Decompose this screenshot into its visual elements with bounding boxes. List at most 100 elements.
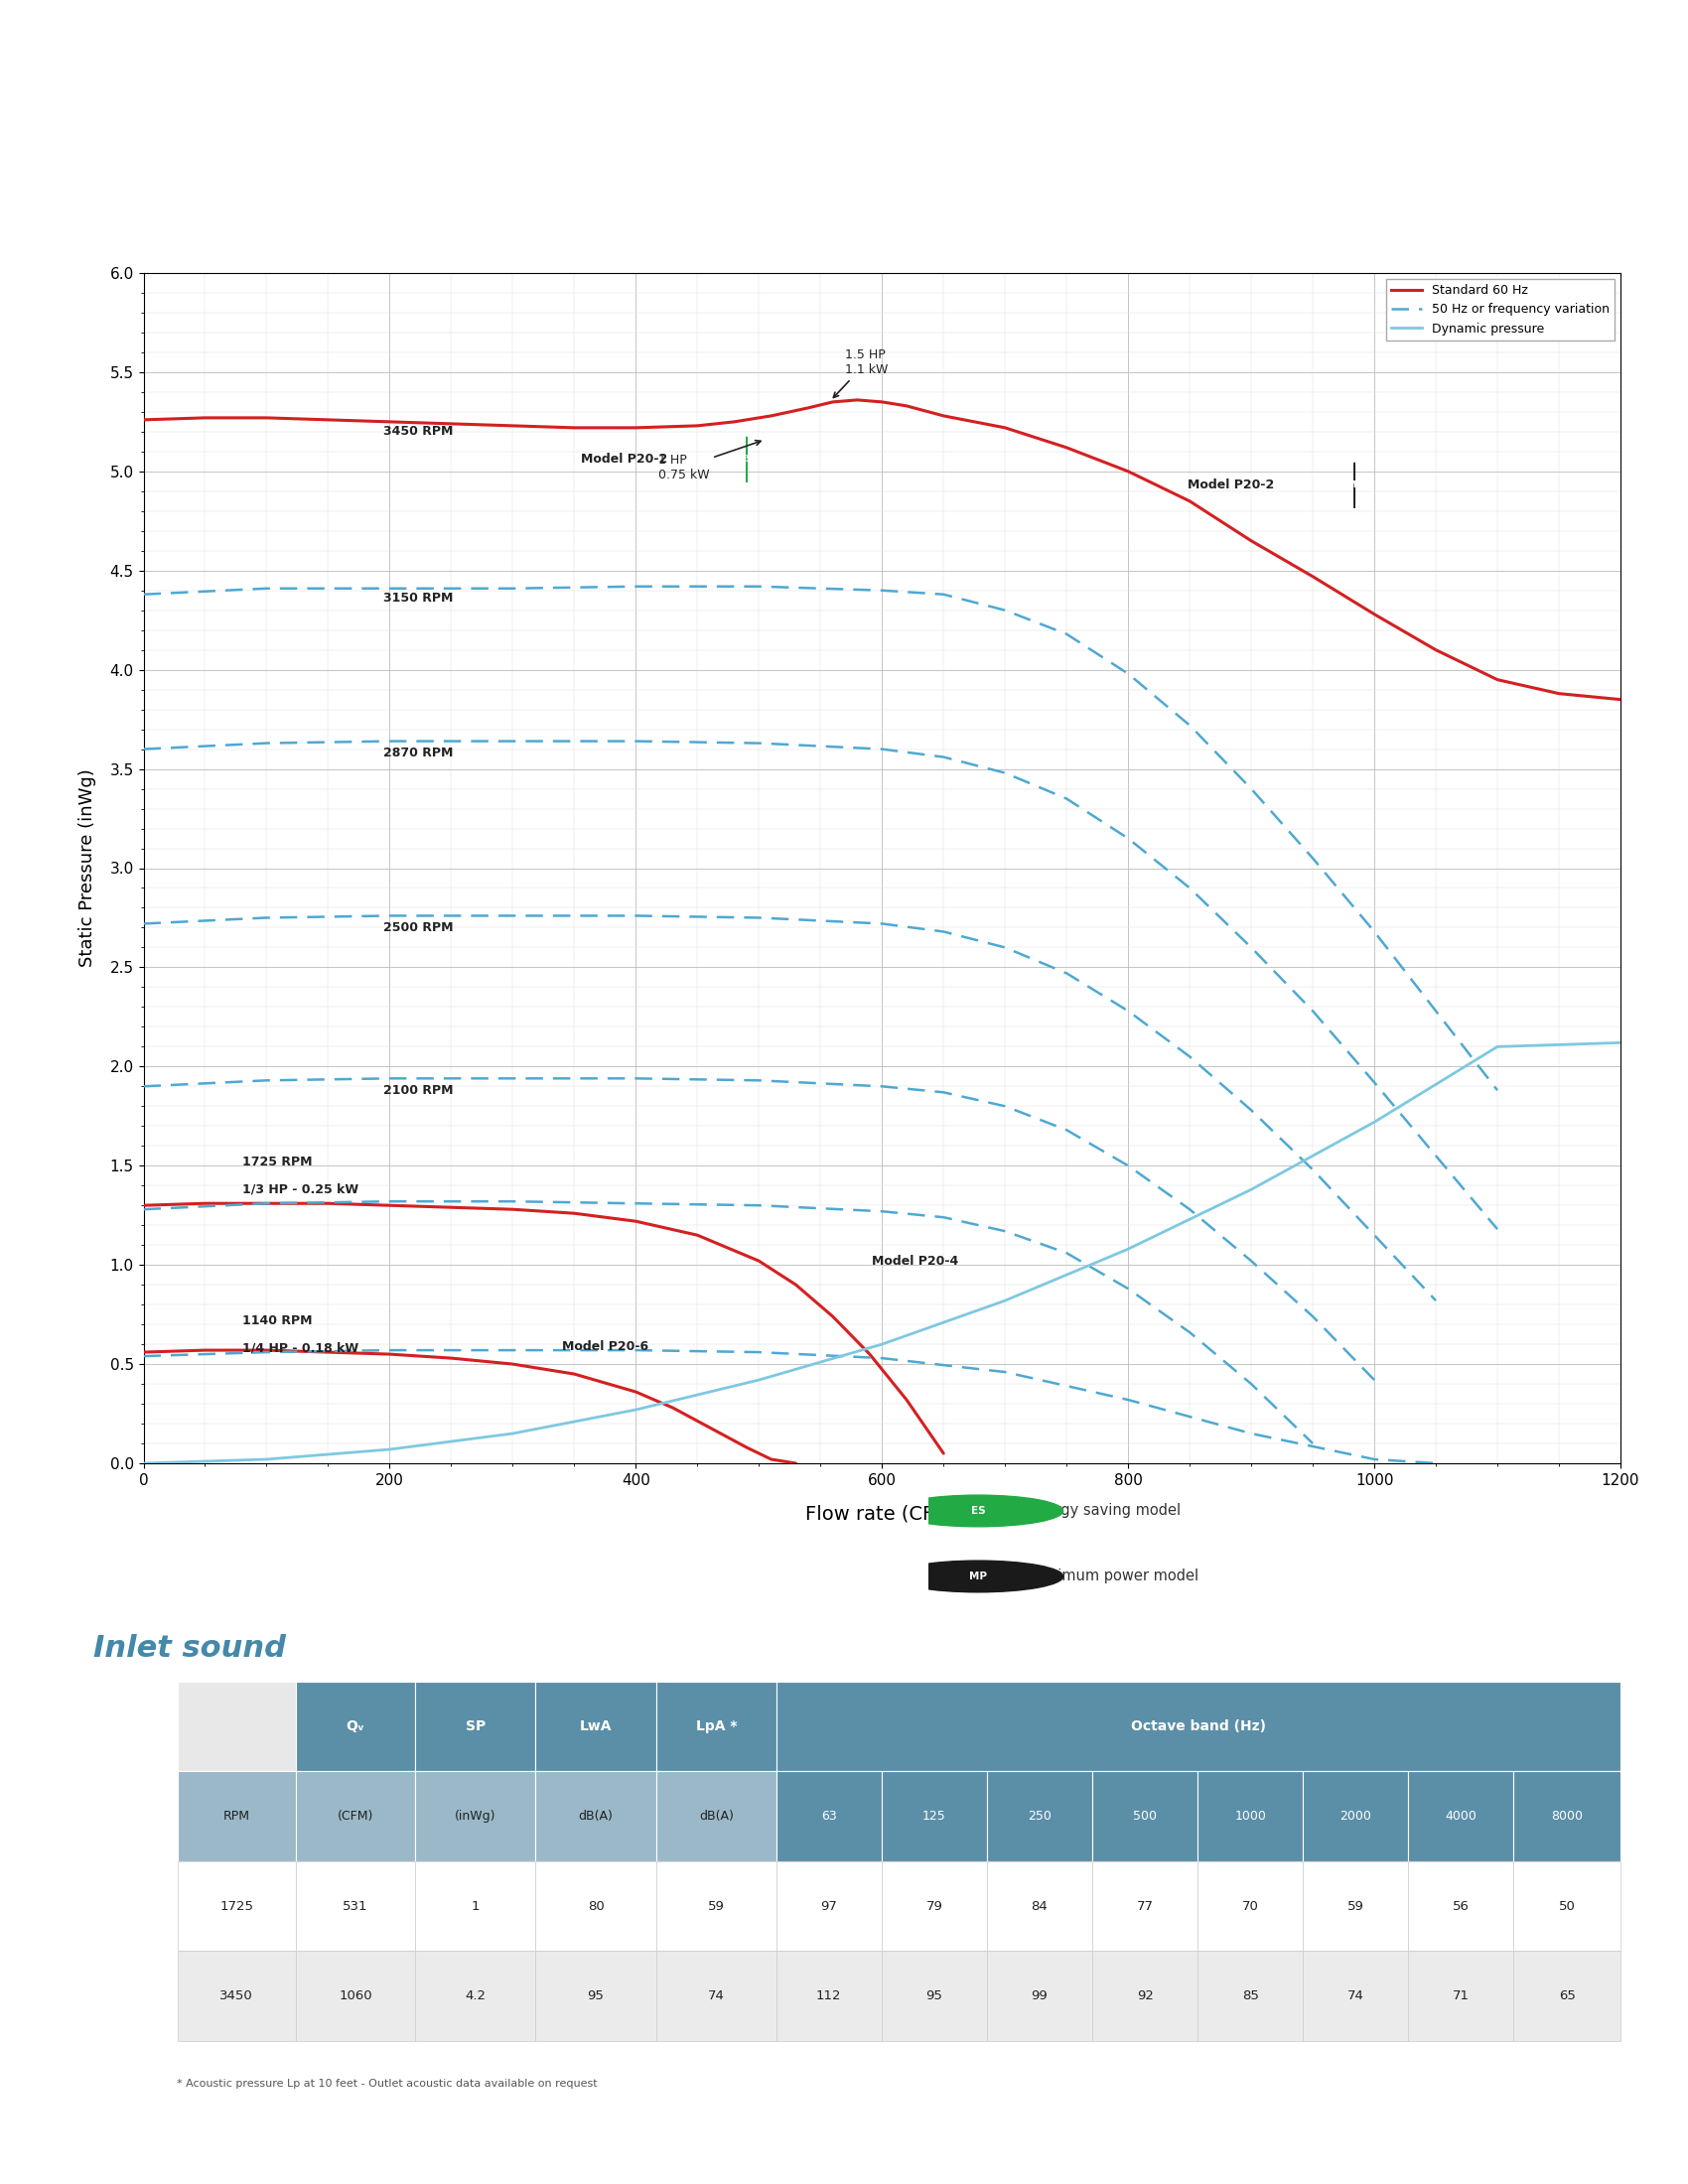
Text: 1.5 HP
1.1 kW: 1.5 HP 1.1 kW (834, 349, 888, 397)
Bar (415, 1682, 535, 1771)
Text: * Acoustic pressure Lp at 10 feet - Outlet acoustic data available on request: * Acoustic pressure Lp at 10 feet - Outl… (177, 2079, 598, 2090)
Bar (1303, 1771, 1408, 1861)
Bar (1197, 1950, 1303, 2040)
Text: 71: 71 (1453, 1990, 1470, 2003)
Text: Inlet sound: Inlet sound (93, 1634, 285, 1662)
Text: 84: 84 (1031, 1900, 1048, 1913)
Bar (987, 1771, 1092, 1861)
Text: (inWg): (inWg) (454, 1811, 496, 1824)
Text: 1/4 HP - 0.18 kW: 1/4 HP - 0.18 kW (241, 1341, 358, 1354)
Bar (1408, 1861, 1514, 1950)
Bar (1092, 1861, 1197, 1950)
Text: (CFM): (CFM) (338, 1811, 373, 1824)
Bar (1197, 1771, 1303, 1861)
Text: 1/3 HP - 0.25 kW: 1/3 HP - 0.25 kW (241, 1184, 358, 1197)
Text: 99: 99 (1031, 1990, 1048, 2003)
Text: 65: 65 (1558, 1990, 1575, 2003)
Text: 4000: 4000 (1445, 1811, 1477, 1824)
Bar (881, 1861, 987, 1950)
Bar (657, 1861, 776, 1950)
Legend: Standard 60 Hz, 50 Hz or frequency variation, Dynamic pressure: Standard 60 Hz, 50 Hz or frequency varia… (1386, 280, 1614, 341)
Bar (295, 1950, 415, 2040)
Text: 92: 92 (1136, 1990, 1153, 2003)
Text: 1 HP
0.75 kW: 1 HP 0.75 kW (658, 441, 761, 480)
Text: 95: 95 (925, 1990, 942, 2003)
Bar (295, 1682, 415, 1771)
Text: 1000: 1000 (1234, 1811, 1266, 1824)
X-axis label: Flow rate (CFM): Flow rate (CFM) (805, 1505, 959, 1522)
Text: 77: 77 (1136, 1900, 1153, 1913)
Bar (987, 1950, 1092, 2040)
Bar (1514, 1861, 1620, 1950)
Bar (881, 1950, 987, 2040)
Text: 3450: 3450 (219, 1990, 253, 2003)
Text: dB(A): dB(A) (699, 1811, 734, 1824)
Text: 80: 80 (587, 1900, 604, 1913)
Bar (177, 1771, 295, 1861)
Text: Model P20-2: Model P20-2 (581, 452, 667, 465)
Text: dB(A): dB(A) (579, 1811, 613, 1824)
Text: 2000: 2000 (1340, 1811, 1371, 1824)
Bar (177, 1950, 295, 2040)
Text: 1725 RPM: 1725 RPM (241, 1155, 312, 1168)
Bar (535, 1682, 657, 1771)
Text: LpA *: LpA * (695, 1719, 738, 1734)
Bar (1303, 1861, 1408, 1950)
Text: 50: 50 (1558, 1900, 1575, 1913)
Text: LwA: LwA (579, 1719, 613, 1734)
Bar (535, 1950, 657, 2040)
Text: 531: 531 (343, 1900, 368, 1913)
Bar (657, 1771, 776, 1861)
Text: 2100 RPM: 2100 RPM (383, 1083, 454, 1096)
Y-axis label: Static Pressure (inWg): Static Pressure (inWg) (78, 769, 96, 968)
Text: 4.2: 4.2 (464, 1990, 486, 2003)
Text: 79: 79 (925, 1900, 942, 1913)
Bar (415, 1771, 535, 1861)
Bar (776, 1771, 881, 1861)
Text: 112: 112 (817, 1990, 842, 2003)
Bar (177, 1682, 295, 1771)
Text: ES: ES (971, 1507, 986, 1516)
Text: 95: 95 (587, 1990, 604, 2003)
Text: Model P20-6: Model P20-6 (562, 1339, 648, 1352)
Text: ES: ES (741, 454, 751, 463)
Text: 97: 97 (820, 1900, 837, 1913)
Text: 3150 RPM: 3150 RPM (383, 592, 454, 605)
Bar (415, 1950, 535, 2040)
Text: Maximum power model: Maximum power model (1028, 1568, 1198, 1583)
Bar (1303, 1950, 1408, 2040)
Text: 70: 70 (1242, 1900, 1259, 1913)
Bar (177, 1861, 295, 1950)
Text: 1: 1 (471, 1900, 479, 1913)
Text: 63: 63 (820, 1811, 837, 1824)
Bar (415, 1861, 535, 1950)
Text: Model P20-4: Model P20-4 (873, 1254, 959, 1267)
Circle shape (893, 1496, 1063, 1527)
Text: MP: MP (969, 1572, 987, 1581)
Text: 125: 125 (922, 1811, 945, 1824)
Text: 74: 74 (707, 1990, 724, 2003)
Text: 85: 85 (1242, 1990, 1259, 2003)
Bar (535, 1861, 657, 1950)
Bar (1408, 1771, 1514, 1861)
Text: 2500 RPM: 2500 RPM (383, 922, 454, 935)
Bar (295, 1771, 415, 1861)
Text: 59: 59 (707, 1900, 724, 1913)
Bar (987, 1861, 1092, 1950)
Text: 2870 RPM: 2870 RPM (383, 747, 454, 760)
Bar (776, 1682, 1620, 1771)
Text: 250: 250 (1028, 1811, 1052, 1824)
Text: 74: 74 (1347, 1990, 1364, 2003)
Bar (295, 1861, 415, 1950)
Text: 3450 RPM: 3450 RPM (383, 426, 454, 439)
Text: Octave band (Hz): Octave band (Hz) (1131, 1719, 1266, 1734)
Text: 1060: 1060 (339, 1990, 371, 2003)
Text: 56: 56 (1453, 1900, 1469, 1913)
Text: 500: 500 (1133, 1811, 1156, 1824)
Bar (776, 1861, 881, 1950)
Text: SP: SP (466, 1719, 486, 1734)
Bar (881, 1771, 987, 1861)
Bar (657, 1950, 776, 2040)
Bar (1092, 1771, 1197, 1861)
Text: 8000: 8000 (1551, 1811, 1583, 1824)
